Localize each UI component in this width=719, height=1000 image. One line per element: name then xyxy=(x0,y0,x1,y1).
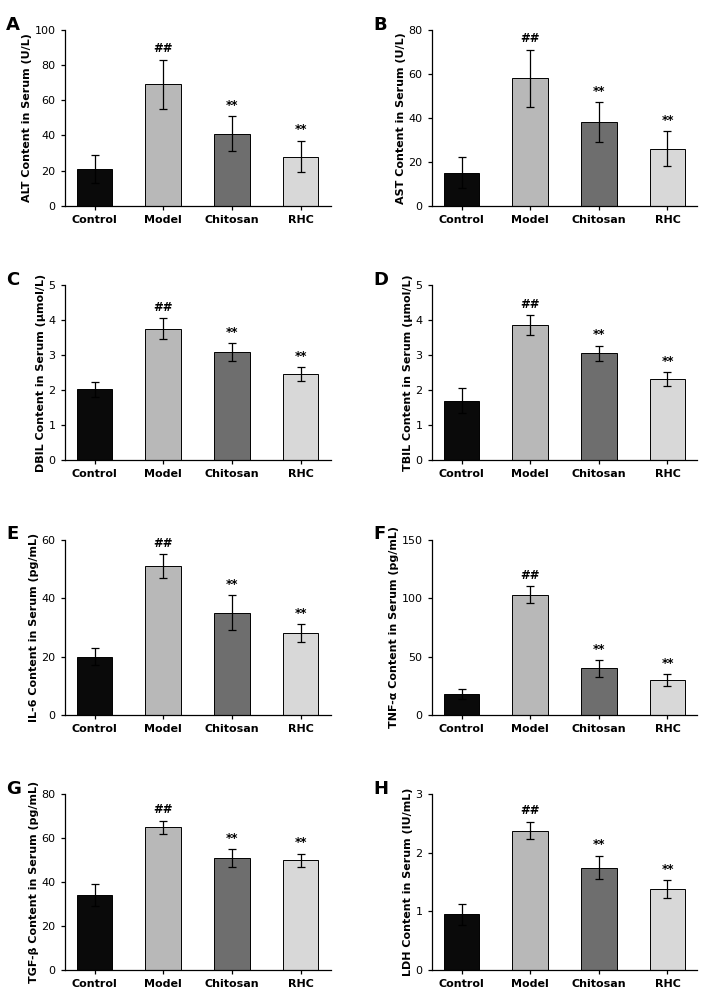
Bar xyxy=(283,157,319,206)
Text: H: H xyxy=(373,780,388,798)
Bar xyxy=(145,566,181,715)
Text: **: ** xyxy=(226,578,238,591)
Bar xyxy=(283,374,319,460)
Text: **: ** xyxy=(294,607,307,620)
Y-axis label: ALT Content in Serum (U/L): ALT Content in Serum (U/L) xyxy=(22,33,32,202)
Bar xyxy=(214,858,249,970)
Text: **: ** xyxy=(294,836,307,849)
Text: **: ** xyxy=(226,832,238,845)
Bar xyxy=(581,868,617,970)
Bar xyxy=(513,78,548,206)
Text: G: G xyxy=(6,780,21,798)
Text: **: ** xyxy=(294,350,307,363)
Text: **: ** xyxy=(592,85,605,98)
Text: C: C xyxy=(6,271,19,289)
Text: B: B xyxy=(373,16,387,34)
Bar xyxy=(650,149,685,206)
Bar xyxy=(77,169,112,206)
Text: **: ** xyxy=(592,328,605,341)
Text: **: ** xyxy=(661,863,674,876)
Text: A: A xyxy=(6,16,20,34)
Bar xyxy=(214,134,249,206)
Bar xyxy=(77,657,112,715)
Bar xyxy=(214,352,249,460)
Bar xyxy=(581,353,617,460)
Bar xyxy=(444,401,480,460)
Bar xyxy=(77,389,112,460)
Bar xyxy=(581,668,617,715)
Bar xyxy=(444,694,480,715)
Text: **: ** xyxy=(226,326,238,339)
Bar xyxy=(283,633,319,715)
Bar xyxy=(650,889,685,970)
Bar xyxy=(650,680,685,715)
Y-axis label: TBIL Content in Serum (μmol/L): TBIL Content in Serum (μmol/L) xyxy=(403,274,413,471)
Y-axis label: IL-6 Content in Serum (pg/mL): IL-6 Content in Serum (pg/mL) xyxy=(29,533,39,722)
Y-axis label: DBIL Content in Serum (μmol/L): DBIL Content in Serum (μmol/L) xyxy=(36,274,46,472)
Text: **: ** xyxy=(592,838,605,851)
Text: ##: ## xyxy=(154,537,173,550)
Y-axis label: TNF-α Content in Serum (pg/mL): TNF-α Content in Serum (pg/mL) xyxy=(389,526,399,728)
Text: ##: ## xyxy=(154,803,173,816)
Text: F: F xyxy=(373,525,385,543)
Text: ##: ## xyxy=(154,42,173,55)
Text: **: ** xyxy=(592,643,605,656)
Y-axis label: TGF-β Content in Serum (pg/mL): TGF-β Content in Serum (pg/mL) xyxy=(29,781,39,983)
Text: **: ** xyxy=(226,99,238,112)
Text: ##: ## xyxy=(521,804,540,817)
Bar xyxy=(444,173,480,206)
Bar xyxy=(214,613,249,715)
Bar xyxy=(650,379,685,460)
Text: **: ** xyxy=(661,657,674,670)
Text: ##: ## xyxy=(521,298,540,311)
Text: E: E xyxy=(6,525,19,543)
Bar xyxy=(145,84,181,206)
Bar xyxy=(145,329,181,460)
Bar xyxy=(145,827,181,970)
Bar xyxy=(581,122,617,206)
Y-axis label: AST Content in Serum (U/L): AST Content in Serum (U/L) xyxy=(395,32,406,204)
Bar xyxy=(513,325,548,460)
Bar xyxy=(77,895,112,970)
Text: ##: ## xyxy=(521,32,540,45)
Bar xyxy=(444,914,480,970)
Y-axis label: LDH Content in Serum (IU/mL): LDH Content in Serum (IU/mL) xyxy=(403,788,413,976)
Bar xyxy=(513,831,548,970)
Text: **: ** xyxy=(661,355,674,368)
Text: ##: ## xyxy=(521,569,540,582)
Bar xyxy=(283,860,319,970)
Bar xyxy=(513,595,548,715)
Text: **: ** xyxy=(661,114,674,127)
Text: ##: ## xyxy=(154,301,173,314)
Text: D: D xyxy=(373,271,388,289)
Text: **: ** xyxy=(294,123,307,136)
